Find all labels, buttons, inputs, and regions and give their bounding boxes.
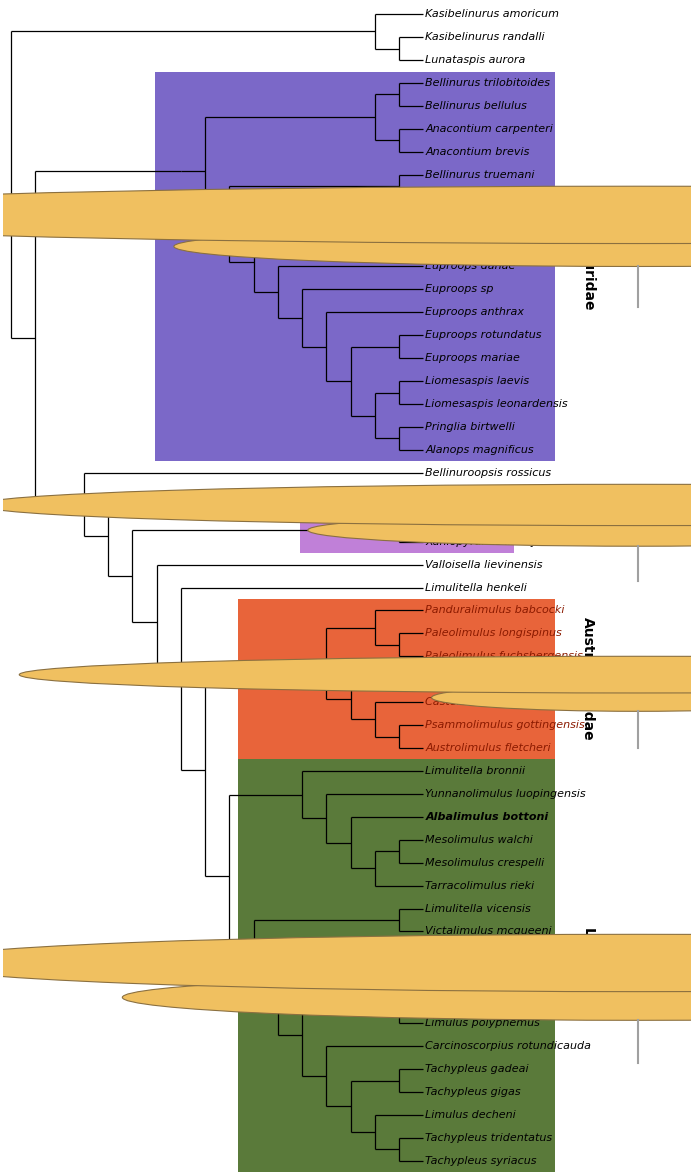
- Text: Carcinoscorpius rotundicauda: Carcinoscorpius rotundicauda: [425, 1041, 591, 1052]
- Text: Mesolimulus crespelli: Mesolimulus crespelli: [425, 858, 545, 867]
- Text: Tachypleus gadeai: Tachypleus gadeai: [425, 1065, 529, 1074]
- Text: Limulitella vicensis: Limulitella vicensis: [425, 904, 531, 913]
- Text: Liomesaspis leonardensis: Liomesaspis leonardensis: [425, 400, 568, 409]
- Text: Bellinurus trilobitoides: Bellinurus trilobitoides: [425, 78, 550, 88]
- Text: Euproops anthrax: Euproops anthrax: [425, 308, 525, 317]
- Text: Rolfeia fouldenensis: Rolfeia fouldenensis: [425, 491, 537, 501]
- Text: Austrolimulus fletcheri: Austrolimulus fletcheri: [425, 743, 551, 753]
- Text: Limulus decheni: Limulus decheni: [425, 1110, 516, 1120]
- Text: Kasibelinurus amoricum: Kasibelinurus amoricum: [425, 9, 559, 19]
- Text: Limulidae: Limulidae: [581, 928, 595, 1003]
- Text: Bellinurus lunatus: Bellinurus lunatus: [425, 239, 525, 249]
- Text: Bellinurus bellulus: Bellinurus bellulus: [425, 101, 527, 110]
- Ellipse shape: [308, 515, 694, 546]
- Text: Victalimulus mcqueeni: Victalimulus mcqueeni: [425, 926, 552, 936]
- FancyBboxPatch shape: [238, 599, 555, 759]
- Ellipse shape: [432, 684, 694, 711]
- Text: Paleolimulus signatus: Paleolimulus signatus: [425, 513, 546, 524]
- Text: Liomesaspis laevis: Liomesaspis laevis: [425, 376, 530, 387]
- Text: Tachypleus tridentatus: Tachypleus tridentatus: [425, 1133, 552, 1143]
- Text: Panduralimulus babcocki: Panduralimulus babcocki: [425, 605, 565, 616]
- Ellipse shape: [19, 657, 694, 693]
- Text: Bellinurus truemani: Bellinurus truemani: [425, 169, 535, 180]
- Text: Limulitella bronnii: Limulitella bronnii: [425, 766, 525, 776]
- Text: Euproops danae: Euproops danae: [425, 262, 516, 271]
- Text: Pringlia birtwelli: Pringlia birtwelli: [425, 422, 515, 432]
- Text: Tachypleus syriacus: Tachypleus syriacus: [425, 1156, 537, 1166]
- Text: Casterolimulus kletti: Casterolimulus kletti: [425, 697, 540, 707]
- Text: Euproops sp: Euproops sp: [425, 284, 494, 295]
- Text: Bellinuroopsis rossicus: Bellinuroopsis rossicus: [425, 468, 552, 478]
- Text: Paleolimulus fuchsbergensis: Paleolimulus fuchsbergensis: [425, 651, 583, 662]
- Text: Anacontium brevis: Anacontium brevis: [425, 147, 530, 156]
- Text: Anacontium carpenteri: Anacontium carpenteri: [425, 123, 553, 134]
- Text: Paleolimulus longispinus: Paleolimulus longispinus: [425, 629, 562, 638]
- Text: Yunnanolimulus luopingensis: Yunnanolimulus luopingensis: [425, 788, 586, 799]
- Text: Dubbolimulus peetae: Dubbolimulus peetae: [425, 674, 545, 684]
- Text: Kasibelinurus randalli: Kasibelinurus randalli: [425, 32, 545, 42]
- Ellipse shape: [122, 974, 694, 1020]
- Text: Lunataspis aurora: Lunataspis aurora: [425, 55, 525, 65]
- Text: Crenatolimulus paluxyensis: Crenatolimulus paluxyensis: [425, 949, 579, 959]
- Text: Limulitella henkeli: Limulitella henkeli: [425, 583, 527, 592]
- FancyBboxPatch shape: [238, 759, 555, 1173]
- Ellipse shape: [0, 934, 694, 992]
- Text: Pal.: Pal.: [511, 524, 537, 537]
- Ellipse shape: [174, 227, 694, 267]
- Text: Alanops magnificus: Alanops magnificus: [425, 445, 534, 455]
- Text: Bellinurus arcuatus: Bellinurus arcuatus: [425, 216, 533, 226]
- Text: Austrolimulidae: Austrolimulidae: [581, 617, 595, 741]
- Text: Limulus polyphemus: Limulus polyphemus: [425, 1019, 540, 1028]
- Text: Euproops mariae: Euproops mariae: [425, 354, 520, 363]
- Text: Bellinurus reginae: Bellinurus reginae: [425, 193, 527, 202]
- Ellipse shape: [0, 186, 694, 243]
- FancyBboxPatch shape: [155, 72, 555, 462]
- Text: Euproops rotundatus: Euproops rotundatus: [425, 330, 542, 341]
- Text: Psammolimulus gottingensis: Psammolimulus gottingensis: [425, 720, 585, 730]
- Text: Limulus coffini: Limulus coffini: [425, 995, 506, 1006]
- Text: Albalimulus bottoni: Albalimulus bottoni: [425, 812, 548, 821]
- Text: Tachypleus gigas: Tachypleus gigas: [425, 1087, 521, 1097]
- Text: Belinuridae: Belinuridae: [581, 222, 595, 311]
- Text: Xaniopyramis linseyi: Xaniopyramis linseyi: [425, 537, 541, 546]
- Text: Mesolimulus walchi: Mesolimulus walchi: [425, 834, 533, 845]
- FancyBboxPatch shape: [300, 508, 514, 553]
- Text: Valloisella lievinensis: Valloisella lievinensis: [425, 559, 543, 570]
- Ellipse shape: [0, 484, 694, 525]
- Text: Tarracolimulus rieki: Tarracolimulus rieki: [425, 880, 534, 891]
- Text: Limulus darwini: Limulus darwini: [425, 973, 513, 982]
